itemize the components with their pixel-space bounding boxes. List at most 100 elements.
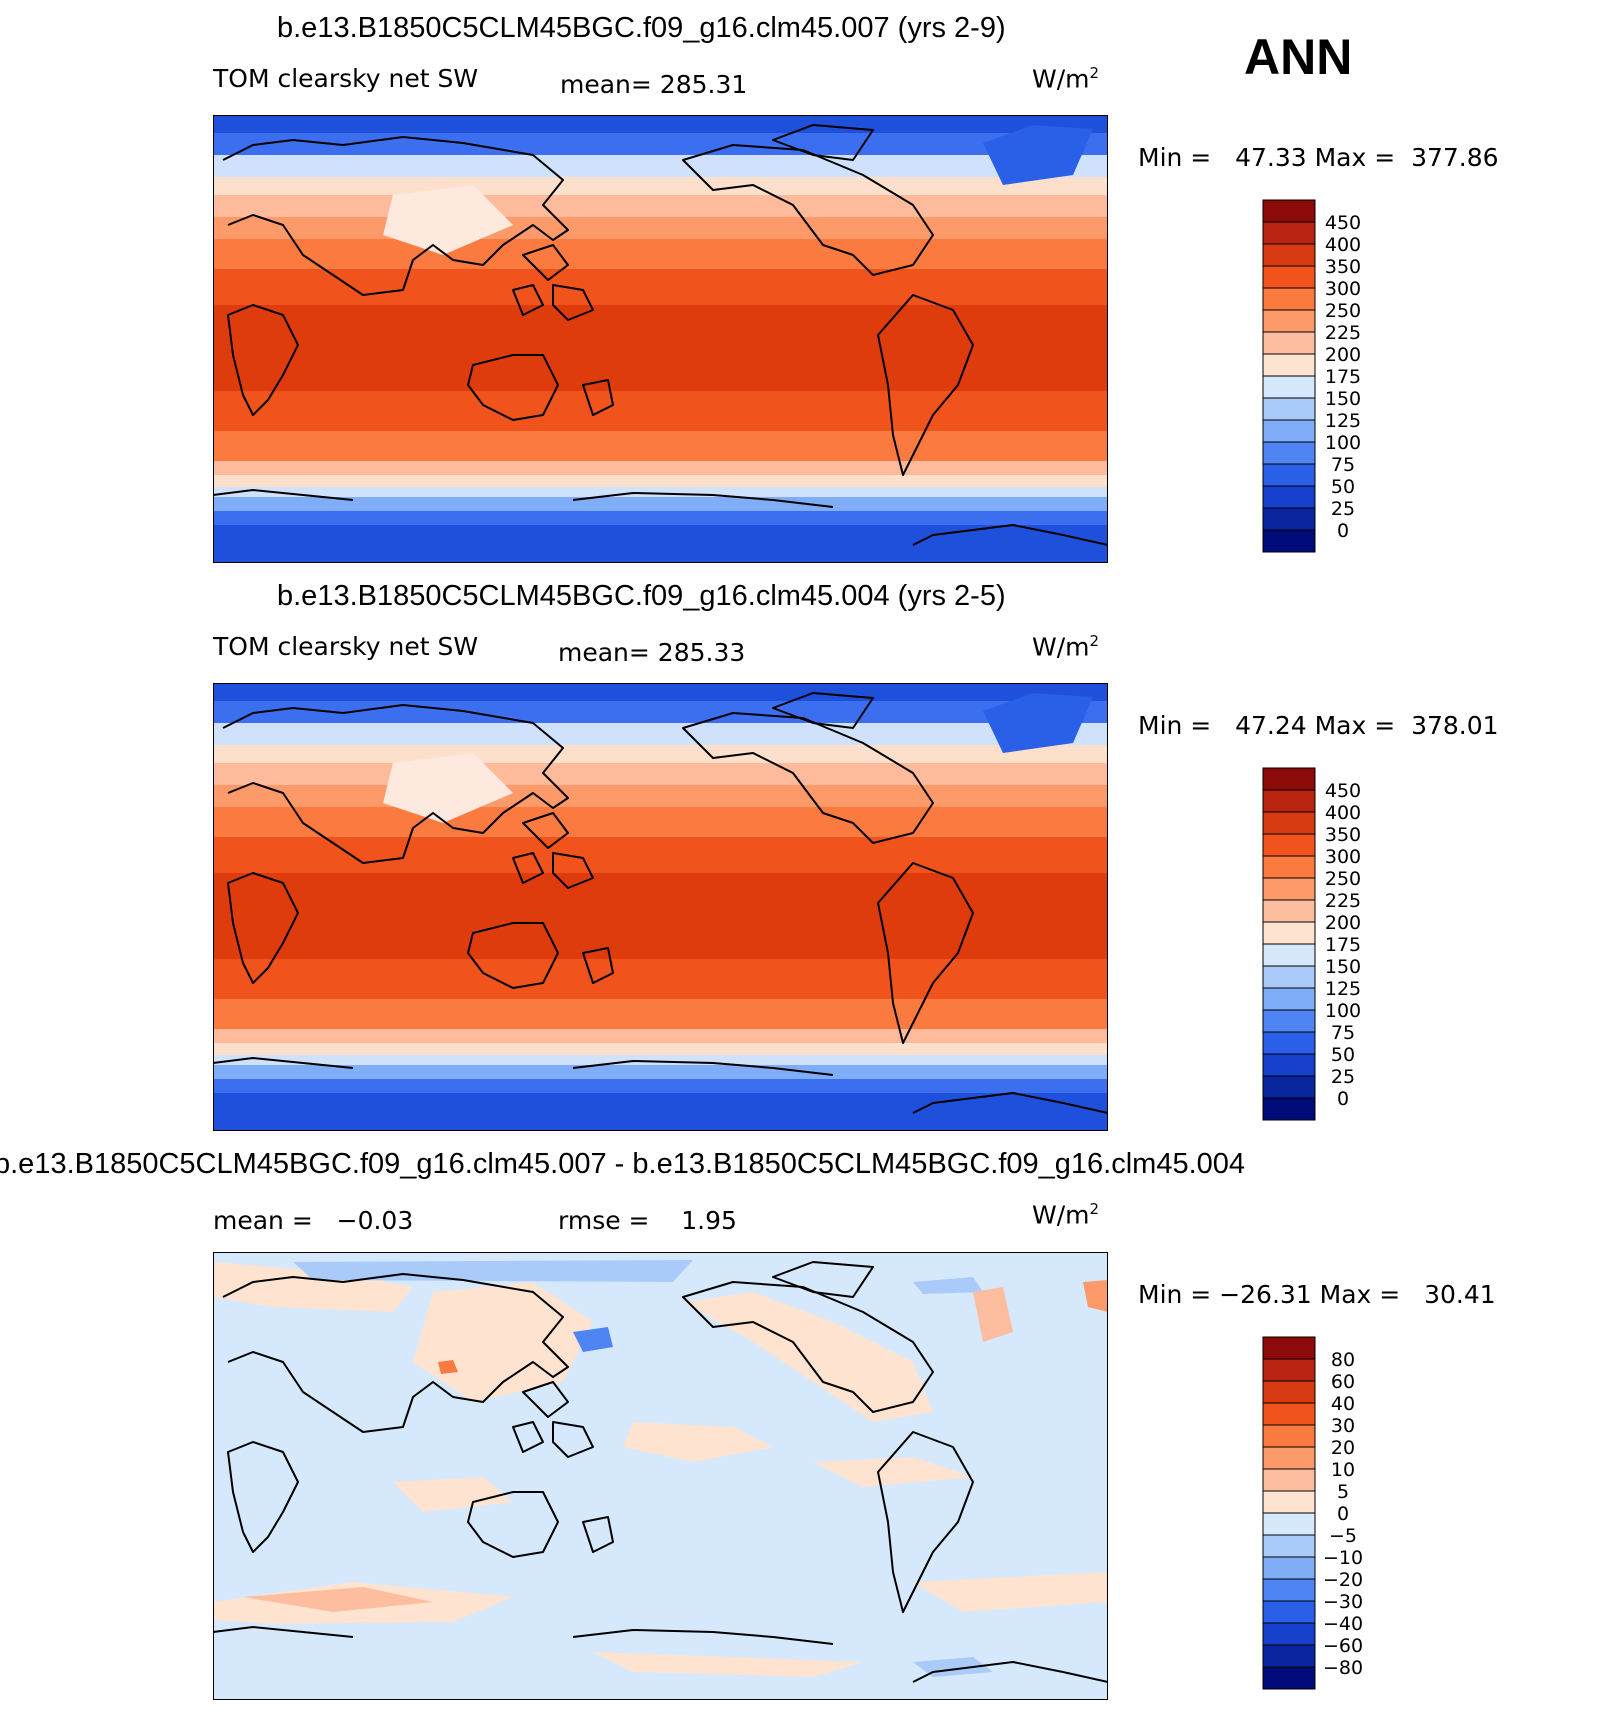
colorbar-swatch [1262, 397, 1316, 421]
units-sup: 2 [1089, 1200, 1100, 1218]
colorbar-swatch [1262, 811, 1316, 835]
colorbar-swatch [1262, 1490, 1316, 1514]
colorbar-tick-label: 5 [1337, 1481, 1349, 1503]
coastlines [213, 692, 1108, 1114]
panel-top-min-max: Min = 47.33 Max = 377.86 [1138, 143, 1499, 172]
panel-diff-mean: mean = −0.03 [213, 1206, 414, 1235]
colorbar-swatch [1262, 1578, 1316, 1602]
colorbar-tick-label: 300 [1325, 846, 1361, 868]
colorbar-swatch [1262, 1446, 1316, 1470]
colorbar-tick-label: 175 [1325, 934, 1361, 956]
colorbar-swatch [1262, 833, 1316, 857]
colorbar-swatch [1262, 789, 1316, 813]
units-sup: 2 [1089, 632, 1100, 650]
units-sup: 2 [1089, 64, 1100, 82]
colorbar-swatch [1262, 309, 1316, 333]
units-text: W/m [1032, 632, 1090, 662]
colorbar-swatch [1262, 1534, 1316, 1558]
colorbar-tick-label: 400 [1325, 802, 1361, 824]
colorbar-tick-label: 350 [1325, 824, 1361, 846]
colorbar-swatch [1262, 1644, 1316, 1668]
colorbar-swatch [1262, 1424, 1316, 1448]
colorbar-tick-label: 0 [1337, 520, 1349, 542]
colorbar-tick-label: −5 [1329, 1525, 1357, 1547]
panel-middle-frame [213, 683, 1108, 1131]
panel-top-map [213, 115, 1108, 563]
colorbar-tick-label: 225 [1325, 890, 1361, 912]
colorbar-swatch [1262, 1402, 1316, 1426]
colorbar-swatch [1262, 877, 1316, 901]
sw-field [213, 683, 1108, 1131]
colorbar-tick-label: 40 [1331, 1393, 1355, 1415]
colorbar-tick-label: 450 [1325, 780, 1361, 802]
panel-middle-title: b.e13.B1850C5CLM45BGC.f09_g16.clm45.004 … [277, 580, 1006, 612]
colorbar-tick-label: 150 [1325, 388, 1361, 410]
colorbar-tick-label: 125 [1325, 410, 1361, 432]
panel-diff-min-max: Min = −26.31 Max = 30.41 [1138, 1280, 1496, 1309]
colorbar-swatch [1262, 1468, 1316, 1492]
coastlines [213, 124, 1108, 546]
colorbar-swatch [1262, 529, 1316, 553]
colorbar-tick-label: 75 [1331, 1022, 1355, 1044]
colorbar-tick-label: 350 [1325, 256, 1361, 278]
panel-middle-map [213, 683, 1108, 1131]
colorbar-tick-label: 25 [1331, 1066, 1355, 1088]
colorbar-tick-label: 0 [1337, 1088, 1349, 1110]
colorbar-tick-label: 175 [1325, 366, 1361, 388]
panel-diff-title: b.e13.B1850C5CLM45BGC.f09_g16.clm45.007 … [0, 1148, 1246, 1180]
panel-top-mean: mean= 285.31 [560, 70, 748, 99]
panel-diff-units: W/m2 [1032, 1200, 1099, 1229]
colorbar-swatch [1262, 485, 1316, 509]
colorbar-swatch [1262, 1512, 1316, 1536]
panel-middle-min-max: Min = 47.24 Max = 378.01 [1138, 711, 1499, 740]
colorbar-swatch [1262, 767, 1316, 791]
colorbar-tick-label: −40 [1323, 1613, 1363, 1635]
colorbar-swatch [1262, 419, 1316, 443]
colorbar-swatch [1262, 1622, 1316, 1646]
colorbar-swatch [1262, 507, 1316, 531]
panel-diff-frame [213, 1252, 1108, 1700]
colorbar-swatch [1262, 463, 1316, 487]
colorbar-tick-label: −20 [1323, 1569, 1363, 1591]
colorbar-tick-label: 125 [1325, 978, 1361, 1000]
colorbar-swatch [1262, 921, 1316, 945]
colorbar-swatch [1262, 1600, 1316, 1624]
panel-middle-units: W/m2 [1032, 632, 1099, 661]
colorbar-swatch [1262, 331, 1316, 355]
colorbar-swatch [1262, 199, 1316, 223]
sw-field [213, 115, 1108, 563]
colorbar-tick-label: 100 [1325, 1000, 1361, 1022]
colorbar-swatch [1262, 899, 1316, 923]
colorbar-swatch [1262, 1336, 1316, 1360]
colorbar-tick-label: 200 [1325, 912, 1361, 934]
colorbar-tick-label: 0 [1337, 1503, 1349, 1525]
panel-diff-rmse: rmse = 1.95 [558, 1206, 737, 1235]
colorbar-swatch [1262, 1380, 1316, 1404]
colorbar-tick-label: 200 [1325, 344, 1361, 366]
colorbar-swatch [1262, 243, 1316, 267]
colorbar-tick-label: 20 [1331, 1437, 1355, 1459]
colorbar-tick-label: 450 [1325, 212, 1361, 234]
colorbar-tick-label: 60 [1331, 1371, 1355, 1393]
colorbar-tick-label: 100 [1325, 432, 1361, 454]
colorbar-tick-label: −60 [1323, 1635, 1363, 1657]
panel-diff-map [213, 1252, 1108, 1700]
colorbar-tick-label: 10 [1331, 1459, 1355, 1481]
colorbar-tick-label: 250 [1325, 868, 1361, 890]
units-text: W/m [1032, 1200, 1090, 1230]
colorbar-swatch [1262, 1358, 1316, 1382]
colorbar-swatch [1262, 1556, 1316, 1580]
colorbar-swatch [1262, 1666, 1316, 1690]
colorbar-swatch [1262, 987, 1316, 1011]
colorbar-tick-label: 300 [1325, 278, 1361, 300]
colorbar-tick-label: 80 [1331, 1349, 1355, 1371]
colorbar-tick-label: 30 [1331, 1415, 1355, 1437]
colorbar-tick-label: −30 [1323, 1591, 1363, 1613]
colorbar-tick-label: −10 [1323, 1547, 1363, 1569]
colorbar-tick-label: 50 [1331, 1044, 1355, 1066]
panel-top-units: W/m2 [1032, 64, 1099, 93]
colorbar-swatch [1262, 441, 1316, 465]
